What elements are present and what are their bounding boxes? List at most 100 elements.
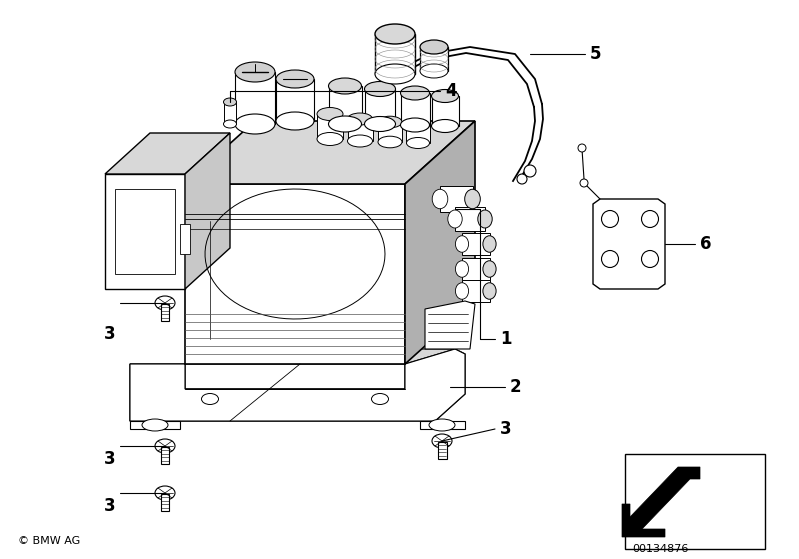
Text: 1: 1 — [500, 330, 511, 348]
Polygon shape — [161, 447, 169, 464]
Ellipse shape — [517, 174, 527, 184]
Ellipse shape — [224, 98, 237, 106]
Ellipse shape — [317, 107, 343, 121]
Ellipse shape — [364, 116, 396, 131]
Ellipse shape — [348, 113, 372, 125]
Ellipse shape — [483, 236, 496, 252]
Ellipse shape — [348, 135, 372, 147]
Polygon shape — [438, 442, 447, 459]
Ellipse shape — [378, 116, 402, 128]
Polygon shape — [161, 494, 169, 511]
Polygon shape — [425, 301, 475, 349]
Ellipse shape — [155, 486, 175, 500]
Polygon shape — [130, 421, 180, 429]
Ellipse shape — [447, 210, 462, 228]
Polygon shape — [440, 186, 472, 212]
Ellipse shape — [420, 40, 448, 54]
Polygon shape — [115, 189, 175, 274]
Polygon shape — [622, 467, 700, 537]
Polygon shape — [180, 224, 190, 254]
Polygon shape — [185, 121, 475, 184]
Ellipse shape — [642, 250, 658, 268]
Ellipse shape — [375, 24, 415, 44]
Polygon shape — [328, 86, 361, 124]
Polygon shape — [317, 114, 343, 139]
Ellipse shape — [375, 64, 415, 84]
Ellipse shape — [224, 120, 237, 128]
Text: 00134876: 00134876 — [632, 544, 688, 554]
Ellipse shape — [364, 82, 396, 97]
Text: 3: 3 — [104, 450, 116, 468]
Ellipse shape — [235, 62, 275, 82]
Ellipse shape — [478, 210, 492, 228]
Polygon shape — [420, 421, 465, 429]
Polygon shape — [400, 93, 430, 125]
Ellipse shape — [455, 236, 468, 252]
Polygon shape — [185, 133, 230, 289]
Ellipse shape — [524, 165, 536, 177]
Ellipse shape — [455, 260, 468, 277]
Polygon shape — [462, 280, 490, 302]
Ellipse shape — [276, 112, 314, 130]
Ellipse shape — [407, 120, 430, 130]
Polygon shape — [161, 304, 169, 321]
Ellipse shape — [328, 78, 361, 94]
Polygon shape — [235, 72, 275, 124]
Polygon shape — [224, 102, 237, 124]
Polygon shape — [276, 79, 314, 121]
Ellipse shape — [420, 64, 448, 78]
Ellipse shape — [400, 86, 430, 100]
Ellipse shape — [580, 179, 588, 187]
Polygon shape — [455, 207, 485, 231]
Ellipse shape — [602, 211, 618, 228]
Polygon shape — [462, 233, 490, 255]
Polygon shape — [364, 89, 396, 124]
Ellipse shape — [465, 190, 480, 209]
Ellipse shape — [432, 434, 452, 448]
Ellipse shape — [431, 120, 459, 132]
Ellipse shape — [235, 114, 275, 134]
Ellipse shape — [372, 394, 388, 405]
Polygon shape — [185, 184, 405, 364]
Ellipse shape — [602, 250, 618, 268]
Polygon shape — [462, 258, 490, 280]
Polygon shape — [593, 199, 665, 289]
Text: 4: 4 — [445, 82, 456, 100]
FancyBboxPatch shape — [625, 454, 765, 549]
Text: © BMW AG: © BMW AG — [18, 536, 80, 546]
Polygon shape — [130, 349, 465, 421]
Polygon shape — [431, 96, 459, 126]
Ellipse shape — [317, 132, 343, 145]
Ellipse shape — [455, 283, 468, 299]
Polygon shape — [378, 122, 402, 142]
Ellipse shape — [483, 260, 496, 277]
Ellipse shape — [429, 419, 455, 431]
Polygon shape — [405, 121, 475, 364]
Polygon shape — [420, 47, 448, 71]
Ellipse shape — [276, 70, 314, 88]
Ellipse shape — [400, 118, 430, 132]
Ellipse shape — [328, 116, 361, 132]
Polygon shape — [130, 349, 465, 421]
Ellipse shape — [155, 296, 175, 310]
Ellipse shape — [142, 419, 168, 431]
Polygon shape — [105, 133, 230, 174]
Ellipse shape — [155, 439, 175, 453]
Polygon shape — [105, 174, 185, 289]
Ellipse shape — [642, 211, 658, 228]
Text: 6: 6 — [700, 235, 711, 253]
Text: 2: 2 — [510, 378, 522, 396]
Polygon shape — [185, 349, 455, 364]
Polygon shape — [348, 119, 372, 141]
Ellipse shape — [407, 138, 430, 149]
Ellipse shape — [432, 190, 447, 209]
Polygon shape — [375, 34, 415, 74]
Text: 3: 3 — [104, 497, 116, 515]
Ellipse shape — [483, 283, 496, 299]
Text: 3: 3 — [104, 325, 116, 343]
Text: 3: 3 — [500, 420, 511, 438]
Polygon shape — [407, 125, 430, 143]
Ellipse shape — [201, 394, 218, 405]
Ellipse shape — [378, 136, 402, 148]
Text: 5: 5 — [590, 45, 602, 63]
